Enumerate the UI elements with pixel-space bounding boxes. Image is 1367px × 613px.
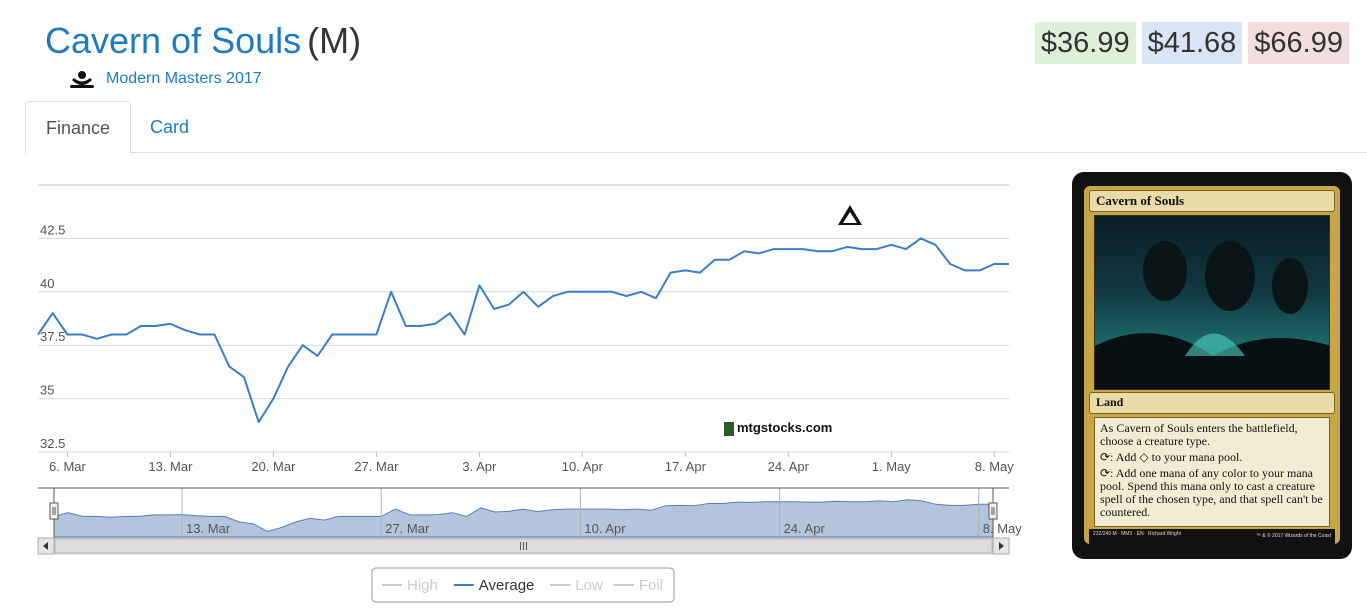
set-row: Modern Masters 2017 <box>68 68 262 90</box>
x-tick-label: 24. Apr <box>768 459 810 474</box>
card-rules-text: As Cavern of Souls enters the battlefiel… <box>1094 417 1330 527</box>
tap-symbol-icon: ⟳ <box>1100 466 1111 480</box>
tab-card[interactable]: Card <box>150 117 190 137</box>
y-tick-label: 32.5 <box>40 436 65 451</box>
chevron-left-icon <box>43 542 48 550</box>
rules-line-3: ⟳: Add one mana of any color to your man… <box>1100 467 1324 519</box>
legend-item-high[interactable]: High <box>382 577 438 594</box>
navigator-tick-label: 13. Mar <box>186 521 231 536</box>
chart-series[interactable] <box>37 237 1009 424</box>
tab-bar: Finance Card <box>25 101 1367 154</box>
set-change-marker-icon[interactable] <box>838 205 862 225</box>
x-tick-label: 13. Mar <box>148 459 193 474</box>
navigator-tick-label: 24. Apr <box>784 521 826 536</box>
legend-label: Foil <box>639 577 663 594</box>
legend-label: High <box>407 577 438 594</box>
legend-box <box>371 567 675 603</box>
rules-line-3-text: : Add one mana of any color to your mana… <box>1100 466 1323 519</box>
card-frame: Cavern of Souls Land As Cavern of Souls … <box>1084 186 1340 544</box>
x-tick-label: 3. Apr <box>462 459 497 474</box>
tap-symbol-icon: ⟳ <box>1100 450 1111 464</box>
legend-label: Low <box>575 577 603 594</box>
card-image-title: Cavern of Souls <box>1089 190 1335 212</box>
rules-line-2-text: : Add ◇ to your mana pool. <box>1110 450 1243 464</box>
set-link[interactable]: Modern Masters 2017 <box>106 70 262 87</box>
chevron-right-icon <box>999 542 1004 550</box>
navigator-tick-label: 27. Mar <box>385 521 430 536</box>
x-axis: 6. Mar 13. Mar 20. Mar 27. Mar 3. Apr 10. Apr… <box>49 452 1014 474</box>
average-price: $41.68 <box>1141 22 1243 64</box>
range-scrollbar[interactable] <box>37 537 1010 555</box>
x-tick-label: 8. May <box>975 459 1015 474</box>
price-summary: $36.99 $41.68 $66.99 <box>1034 22 1349 64</box>
rules-line-1: As Cavern of Souls enters the battlefiel… <box>1100 421 1298 448</box>
high-price: $66.99 <box>1248 22 1349 64</box>
y-tick-label: 40 <box>40 276 54 291</box>
series-line-average[interactable] <box>37 237 1009 424</box>
y-tick-label: 35 <box>40 383 54 398</box>
x-tick-label: 1. May <box>872 459 912 474</box>
rules-line-2: ⟳: Add ◇ to your mana pool. <box>1100 451 1324 464</box>
chart-legend: High Average Low Foil <box>371 567 675 603</box>
navigator-handle-left[interactable] <box>49 502 59 520</box>
y-axis: 42.5 40 37.5 35 32.5 <box>40 222 65 451</box>
y-tick-label: 37.5 <box>40 329 65 344</box>
x-tick-label: 20. Mar <box>251 459 296 474</box>
chart-grid <box>38 184 1009 453</box>
rarity-badge: (M) <box>307 20 362 61</box>
watermark-text: mtgstocks.com <box>737 420 832 435</box>
price-chart[interactable]: 42.5 40 37.5 35 32.5 6. Mar 13. Mar 20. Mar 27.… <box>0 160 1030 610</box>
modern-masters-set-icon <box>70 71 94 88</box>
legend-item-foil[interactable]: Foil <box>613 577 663 594</box>
navigator-tick-label: 8. May <box>983 521 1023 536</box>
x-tick-label: 10. Apr <box>562 459 604 474</box>
watermark: mtgstocks.com <box>724 420 832 436</box>
legend-label: Average <box>479 577 535 594</box>
range-navigator[interactable]: 13. Mar 27. Mar 10. Apr 24. Apr 8. May <box>38 487 1023 538</box>
x-tick-label: 17. Apr <box>665 459 707 474</box>
card-image: Cavern of Souls Land As Cavern of Souls … <box>1072 172 1352 559</box>
card-type-line: Land <box>1089 392 1335 414</box>
x-tick-label: 6. Mar <box>49 459 87 474</box>
card-header: Cavern of Souls (M) <box>45 20 361 62</box>
navigator-tick-label: 10. Apr <box>584 521 626 536</box>
card-footer: 232/249 M · MM3 · EN · Richard Wright ™ … <box>1089 529 1335 544</box>
watermark-logo <box>724 422 734 436</box>
card-name: Cavern of Souls <box>45 20 302 61</box>
card-art <box>1094 215 1330 390</box>
legend-item-average[interactable]: Average <box>453 577 535 594</box>
navigator-series <box>53 499 994 538</box>
card-collector-info: 232/249 M · MM3 · EN · Richard Wright <box>1093 531 1181 537</box>
tab-finance[interactable]: Finance <box>25 101 132 154</box>
low-price: $36.99 <box>1034 22 1136 64</box>
card-copyright: ™ & © 2017 Wizards of the Coast <box>1255 533 1331 539</box>
x-tick-label: 27. Mar <box>354 459 399 474</box>
legend-item-low[interactable]: Low <box>550 577 603 594</box>
navigator-handle-right[interactable] <box>988 502 998 520</box>
y-tick-label: 42.5 <box>40 222 65 237</box>
